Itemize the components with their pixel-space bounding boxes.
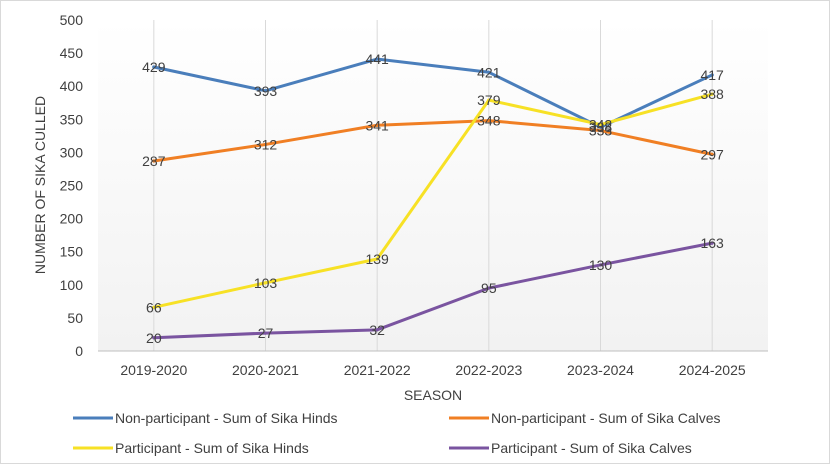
data-label: 297 — [700, 146, 724, 162]
data-point — [710, 92, 714, 96]
data-point — [710, 241, 714, 245]
data-label: 379 — [477, 92, 501, 108]
x-tick-label: 2022-2023 — [455, 362, 522, 378]
legend-label: Non-participant - Sum of Sika Calves — [491, 410, 721, 426]
y-tick-label: 150 — [60, 244, 84, 260]
y-tick-label: 300 — [60, 144, 84, 160]
data-label: 130 — [589, 257, 613, 273]
data-label: 348 — [477, 113, 501, 129]
data-label: 429 — [142, 59, 166, 75]
data-point — [710, 73, 714, 77]
data-point — [263, 89, 268, 93]
plot-area — [98, 20, 768, 351]
data-label: 103 — [254, 275, 278, 291]
data-point — [375, 123, 379, 127]
legend-label: Participant - Sum of Sika Hinds — [115, 440, 309, 456]
x-tick-label: 2023-2024 — [567, 362, 634, 378]
data-point — [375, 257, 379, 261]
y-tick-label: 450 — [60, 45, 84, 61]
data-point — [487, 70, 491, 74]
data-label: 388 — [700, 86, 724, 102]
data-label: 95 — [481, 280, 497, 296]
data-label: 312 — [254, 136, 278, 152]
x-tick-label: 2020-2021 — [232, 362, 299, 378]
data-label: 421 — [477, 64, 501, 80]
data-point — [263, 331, 268, 335]
data-label: 287 — [142, 153, 166, 169]
data-point — [263, 142, 268, 147]
legend: Non-participant - Sum of Sika Hinds Non-p… — [73, 410, 721, 456]
data-point — [375, 328, 379, 332]
y-tick-label: 0 — [75, 343, 83, 359]
data-label: 342 — [589, 117, 613, 133]
data-labels: 429 393 441 421 338 417 287 312 341 348 333 297 66 10… — [142, 51, 724, 346]
data-label: 27 — [258, 325, 274, 341]
data-label: 20 — [146, 330, 162, 346]
data-label: 163 — [700, 235, 724, 251]
y-tick-label: 400 — [60, 78, 84, 94]
legend-label: Non-participant - Sum of Sika Hinds — [115, 410, 338, 426]
x-tick-label: 2024-2025 — [679, 362, 746, 378]
x-tick-label: 2021-2022 — [344, 362, 411, 378]
series-line — [152, 92, 714, 309]
data-point — [487, 286, 491, 290]
data-label: 66 — [146, 299, 162, 315]
y-tick-label: 50 — [67, 310, 83, 326]
y-tick-label: 100 — [60, 277, 84, 293]
y-axis-title: NUMBER OF SIKA CULLED — [32, 96, 48, 274]
y-tick-label: 500 — [60, 12, 84, 28]
y-tick-label: 200 — [60, 211, 84, 227]
data-point — [598, 263, 603, 267]
data-point — [710, 152, 714, 156]
series-line — [152, 119, 714, 163]
y-tick-label: 250 — [60, 178, 84, 194]
data-label: 417 — [700, 67, 724, 83]
data-label: 441 — [365, 51, 389, 67]
data-point — [152, 336, 156, 340]
data-point — [152, 65, 156, 69]
x-axis-title: SEASON — [404, 387, 462, 403]
data-label: 341 — [365, 117, 389, 133]
data-point — [263, 281, 268, 285]
data-label: 338 — [589, 119, 613, 135]
legend-label: Participant - Sum of Sika Calves — [491, 440, 692, 456]
data-point — [152, 159, 156, 163]
x-tick-label: 2019-2020 — [120, 362, 187, 378]
data-point — [598, 128, 603, 133]
axes: 0 50 100 150 200 250 300 350 400 450 500 2019-2020 2… — [60, 12, 768, 378]
y-tick-label: 350 — [60, 111, 84, 127]
data-point — [152, 305, 156, 309]
data-point — [598, 122, 603, 127]
data-label: 333 — [589, 123, 613, 139]
data-label: 139 — [365, 251, 389, 267]
data-point — [598, 125, 603, 129]
data-point — [487, 98, 491, 102]
data-label: 393 — [254, 83, 278, 99]
series-lines — [152, 57, 714, 340]
data-point — [375, 57, 379, 61]
series-line — [152, 241, 714, 340]
data-label: 32 — [369, 322, 385, 338]
data-point — [487, 119, 491, 123]
